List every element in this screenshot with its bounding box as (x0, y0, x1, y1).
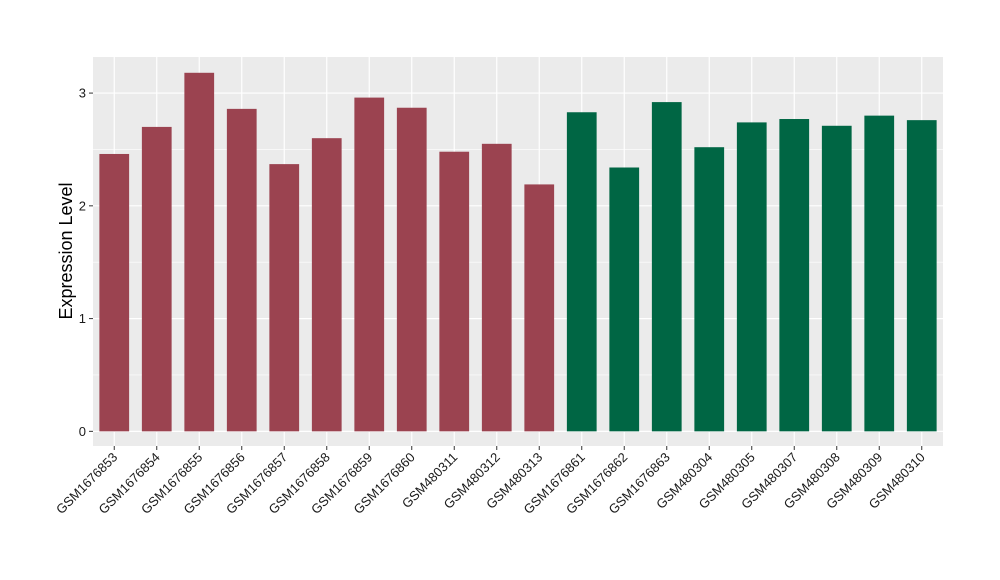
y-tick-label: 2 (79, 198, 86, 213)
bar-GSM480309 (864, 115, 895, 432)
bar-GSM480305 (736, 122, 767, 432)
y-axis-title: Expression Level (56, 182, 76, 319)
y-tick-label: 0 (79, 424, 86, 439)
bar-GSM1676855 (184, 72, 215, 432)
bar-GSM1676863 (651, 102, 682, 432)
x-axis: GSM1676853GSM1676854GSM1676855GSM1676856… (53, 446, 928, 517)
bar-GSM480307 (779, 119, 810, 432)
bar-GSM1676859 (354, 97, 385, 432)
bars (99, 72, 937, 432)
bar-GSM1676856 (226, 108, 257, 432)
bar-GSM480312 (481, 143, 512, 432)
bar-GSM1676854 (141, 126, 172, 432)
bar-GSM480313 (524, 184, 555, 432)
bar-GSM1676858 (311, 138, 342, 432)
bar-GSM480308 (821, 125, 852, 432)
bar-GSM1676860 (396, 107, 427, 432)
y-tick-label: 3 (79, 86, 86, 101)
bar-GSM1676861 (566, 112, 597, 432)
bar-GSM1676862 (609, 167, 640, 432)
bar-GSM480304 (694, 147, 725, 432)
y-tick-label: 1 (79, 311, 86, 326)
bar-GSM1676853 (99, 153, 130, 432)
bar-GSM1676857 (269, 164, 300, 432)
y-axis: 0 1 2 3 (79, 86, 93, 439)
plot-panel (93, 57, 943, 446)
bar-GSM480311 (439, 151, 470, 432)
bar-GSM480310 (906, 120, 937, 432)
